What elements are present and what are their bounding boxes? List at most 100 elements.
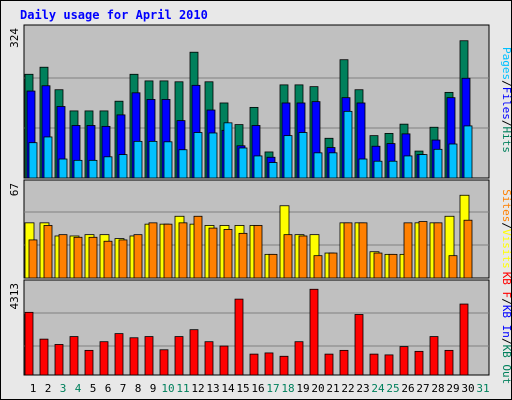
- legend-entry-kb-f: KB F: [500, 272, 512, 299]
- bar-pages-day-12: [193, 132, 203, 179]
- x-tick-day-15: 15: [236, 382, 249, 395]
- bar-sites-day-16: [253, 225, 263, 279]
- bar-pages-day-11: [178, 149, 188, 179]
- bar-kb-f-day-5: [84, 349, 94, 376]
- bar-pages-day-13: [208, 132, 218, 179]
- y-max-label-kbytes: 4313: [8, 283, 21, 310]
- bar-pages-day-17: [268, 162, 278, 179]
- x-tick-day-24: 24: [371, 382, 385, 395]
- bar-sites-day-2: [43, 225, 53, 279]
- bar-pages-day-1: [28, 142, 38, 179]
- bar-pages-day-24: [373, 160, 383, 179]
- bar-pages-day-5: [88, 159, 98, 179]
- x-tick-day-4: 4: [75, 382, 82, 395]
- bar-sites-day-9: [148, 222, 158, 279]
- bar-kb-f-day-10: [159, 349, 169, 376]
- bar-kb-f-day-9: [144, 336, 154, 376]
- bar-sites-day-30: [463, 219, 473, 279]
- x-tick-day-1: 1: [30, 382, 37, 395]
- legend-separator: /: [500, 298, 512, 305]
- bar-kb-f-day-11: [174, 336, 184, 376]
- bar-pages-day-28: [433, 148, 443, 179]
- bar-pages-day-4: [73, 159, 83, 179]
- legend-kbytes: KB F/KB In/KB Out: [500, 272, 512, 385]
- bar-pages-day-26: [403, 155, 413, 179]
- bar-kb-f-day-29: [444, 349, 454, 376]
- bar-kb-f-day-2: [39, 338, 49, 376]
- bar-pages-day-29: [448, 143, 458, 179]
- bar-kb-f-day-17: [264, 352, 274, 376]
- x-tick-day-20: 20: [311, 382, 324, 395]
- x-tick-day-26: 26: [401, 382, 414, 395]
- legend-separator: /: [500, 222, 512, 229]
- legend-entry-files: Files: [500, 87, 512, 120]
- bar-kb-f-day-15: [234, 298, 244, 376]
- bar-sites-day-18: [283, 234, 293, 279]
- bar-pages-day-8: [133, 140, 143, 179]
- x-tick-day-29: 29: [446, 382, 459, 395]
- bar-pages-day-18: [283, 135, 293, 179]
- bar-sites-day-25: [388, 253, 398, 279]
- chart-title: Daily usage for April 2010: [20, 8, 208, 22]
- bar-kb-f-day-19: [294, 341, 304, 376]
- bar-sites-day-6: [103, 240, 113, 279]
- bar-pages-day-9: [148, 140, 158, 179]
- bar-pages-day-30: [463, 125, 473, 179]
- bar-sites-day-8: [133, 234, 143, 279]
- bar-sites-day-10: [163, 223, 173, 279]
- bar-sites-day-11: [178, 222, 188, 279]
- bar-sites-day-4: [73, 236, 83, 279]
- x-tick-day-10: 10: [161, 382, 174, 395]
- x-tick-day-19: 19: [296, 382, 309, 395]
- legend-entry-kb-out: KB Out: [500, 345, 512, 385]
- x-tick-day-12: 12: [191, 382, 204, 395]
- x-tick-day-25: 25: [386, 382, 399, 395]
- bar-pages-day-10: [163, 141, 173, 179]
- bar-sites-day-22: [343, 222, 353, 279]
- bar-pages-day-19: [298, 132, 308, 179]
- y-max-label-hits-files-pages: 324: [8, 28, 21, 48]
- bar-kb-f-day-4: [69, 336, 79, 376]
- x-tick-day-27: 27: [416, 382, 429, 395]
- bar-pages-day-6: [103, 156, 113, 179]
- bar-sites-day-20: [313, 255, 323, 279]
- x-tick-day-21: 21: [326, 382, 339, 395]
- legend-entry-pages: Pages: [500, 47, 512, 80]
- bar-kb-f-day-18: [279, 355, 289, 376]
- bar-sites-day-13: [208, 227, 218, 279]
- legend-entry-sites: Sites: [500, 189, 512, 222]
- x-tick-day-8: 8: [135, 382, 142, 395]
- bar-sites-day-7: [118, 239, 128, 279]
- x-tick-day-13: 13: [206, 382, 219, 395]
- x-tick-day-14: 14: [221, 382, 235, 395]
- legend-separator: /: [500, 338, 512, 345]
- bar-kb-f-day-12: [189, 329, 199, 376]
- legend-separator: /: [500, 120, 512, 127]
- bar-pages-day-2: [43, 136, 53, 179]
- x-tick-day-23: 23: [356, 382, 369, 395]
- bar-kb-f-day-13: [204, 341, 214, 376]
- bar-kb-f-day-28: [429, 336, 439, 376]
- bar-pages-day-25: [388, 160, 398, 179]
- bar-kb-f-day-6: [99, 341, 109, 376]
- x-tick-day-17: 17: [266, 382, 279, 395]
- bar-pages-day-20: [313, 152, 323, 179]
- x-tick-day-31: 31: [476, 382, 489, 395]
- bar-sites-day-15: [238, 232, 248, 279]
- bar-pages-day-27: [418, 154, 428, 179]
- bar-pages-day-23: [358, 158, 368, 179]
- bar-sites-day-12: [193, 215, 203, 279]
- x-tick-day-11: 11: [176, 382, 189, 395]
- bar-kb-f-day-1: [24, 311, 34, 376]
- x-tick-day-3: 3: [60, 382, 67, 395]
- bar-pages-day-7: [118, 154, 128, 179]
- bar-sites-day-24: [373, 252, 383, 279]
- legend-visits-sites: Sites/Visits: [500, 189, 512, 269]
- legend-entry-hits: Hits: [500, 127, 512, 154]
- bar-kb-f-day-16: [249, 353, 259, 376]
- bar-kb-f-day-22: [339, 349, 349, 376]
- x-tick-day-22: 22: [341, 382, 354, 395]
- bar-kb-f-day-3: [54, 344, 64, 376]
- bar-pages-day-3: [58, 158, 68, 179]
